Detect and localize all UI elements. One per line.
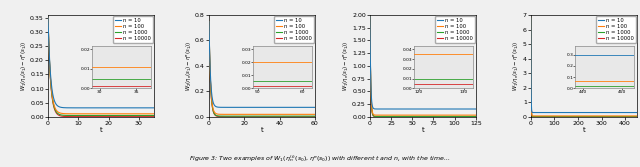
X-axis label: t: t [582,127,585,133]
Legend: n = 10, n = 100, n = 1000, n = 10000: n = 10, n = 100, n = 1000, n = 10000 [113,16,153,43]
Legend: n = 10, n = 100, n = 1000, n = 10000: n = 10, n = 100, n = 1000, n = 10000 [435,16,475,43]
Y-axis label: $W_1(\eta_n(s_1) - \eta^\pi(s_1))$: $W_1(\eta_n(s_1) - \eta^\pi(s_1))$ [341,41,351,91]
Text: Figure 3: Two examples of $W_1(\eta_n^{(t)}(s_0), \eta^\pi(s_0))$ with different: Figure 3: Two examples of $W_1(\eta_n^{(… [189,153,451,164]
Legend: n = 10, n = 100, n = 1000, n = 10000: n = 10, n = 100, n = 1000, n = 10000 [596,16,636,43]
X-axis label: t: t [422,127,424,133]
Y-axis label: $W_1(\eta_n(s_1) - \eta^\pi(s_1))$: $W_1(\eta_n(s_1) - \eta^\pi(s_1))$ [19,41,29,91]
Y-axis label: $W_2(\eta_n(s_1) - \eta^\pi(s_1))$: $W_2(\eta_n(s_1) - \eta^\pi(s_1))$ [184,41,193,91]
X-axis label: t: t [100,127,102,133]
Legend: n = 10, n = 100, n = 1000, n = 10000: n = 10, n = 100, n = 1000, n = 10000 [274,16,314,43]
X-axis label: t: t [260,127,263,133]
Y-axis label: $W_1(\eta_n(s_1) - \eta^\pi(s_1))$: $W_1(\eta_n(s_1) - \eta^\pi(s_1))$ [512,41,522,91]
